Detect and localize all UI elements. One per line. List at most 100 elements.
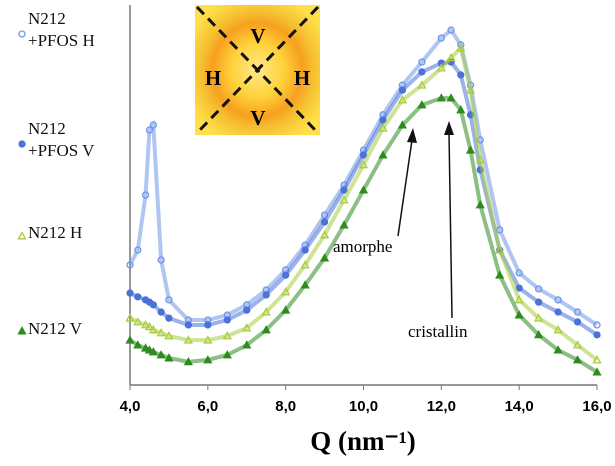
marker xyxy=(417,100,427,109)
series-line xyxy=(129,43,599,362)
marker xyxy=(397,120,408,129)
marker xyxy=(495,245,505,254)
marker xyxy=(145,126,154,134)
marker xyxy=(133,317,143,326)
marker xyxy=(534,313,544,322)
marker xyxy=(339,220,349,229)
marker xyxy=(222,350,232,359)
x-tick-label: 4,0 xyxy=(120,398,141,415)
marker xyxy=(183,356,193,366)
marker xyxy=(125,313,135,322)
inset-label: V xyxy=(250,24,265,48)
marker xyxy=(514,295,524,304)
x-tick-label: 14,0 xyxy=(505,398,534,415)
marker xyxy=(436,93,446,102)
marker xyxy=(126,261,134,269)
legend-label: N212 V xyxy=(28,319,82,338)
inset-image: V H H V xyxy=(195,5,320,135)
series-line xyxy=(128,96,599,374)
marker xyxy=(134,293,142,301)
marker xyxy=(140,320,151,329)
legend-marker xyxy=(18,30,26,38)
marker xyxy=(554,308,562,316)
marker xyxy=(573,308,582,316)
marker xyxy=(495,270,505,279)
marker xyxy=(593,331,601,339)
marker xyxy=(261,307,271,316)
marker xyxy=(553,325,563,334)
marker xyxy=(378,123,388,132)
series-line xyxy=(128,27,599,327)
marker xyxy=(534,298,543,306)
marker xyxy=(554,296,562,304)
marker xyxy=(184,321,193,329)
inset-label: V xyxy=(250,106,265,130)
legend-label: N212 +PFOS H xyxy=(28,9,95,50)
marker xyxy=(572,340,583,349)
marker xyxy=(261,325,271,334)
x-tick-label: 6,0 xyxy=(197,398,218,415)
marker xyxy=(592,355,602,364)
inset-label: H xyxy=(294,66,310,90)
annotation: cristallin xyxy=(408,322,468,341)
marker xyxy=(339,195,349,204)
x-axis-label: Q (nm⁻¹) xyxy=(310,426,416,456)
marker xyxy=(222,331,232,340)
marker xyxy=(358,160,369,169)
marker xyxy=(320,218,329,226)
marker xyxy=(446,93,456,102)
marker xyxy=(553,345,563,354)
marker xyxy=(125,335,135,344)
marker xyxy=(262,291,270,299)
marker xyxy=(149,301,158,309)
marker xyxy=(300,260,310,269)
marker xyxy=(157,256,165,264)
inset-label: H xyxy=(205,66,221,90)
marker xyxy=(572,355,583,364)
marker xyxy=(379,116,387,124)
legend-marker xyxy=(18,140,26,148)
marker xyxy=(475,155,485,164)
inset-diagonal xyxy=(195,5,320,135)
annotation-arrow xyxy=(448,132,453,319)
marker xyxy=(418,68,426,76)
marker xyxy=(126,289,134,297)
marker xyxy=(515,269,523,277)
marker xyxy=(281,287,291,296)
marker xyxy=(475,200,485,209)
marker xyxy=(436,63,446,72)
annotation-arrowhead xyxy=(444,121,454,135)
marker xyxy=(456,105,466,114)
marker xyxy=(281,305,291,314)
x-tick-label: 12,0 xyxy=(427,398,456,415)
marker xyxy=(592,367,602,376)
marker xyxy=(534,330,544,339)
marker xyxy=(203,335,213,344)
annotation-arrowhead xyxy=(407,128,417,143)
x-tick-label: 8,0 xyxy=(275,398,296,415)
legend-marker xyxy=(17,231,27,240)
marker xyxy=(144,322,155,331)
marker xyxy=(157,308,165,316)
marker xyxy=(418,58,426,66)
x-tick-label: 16,0 xyxy=(582,398,611,415)
marker xyxy=(593,321,601,329)
marker xyxy=(457,71,465,79)
marker xyxy=(149,121,158,129)
x-tick-label: 10,0 xyxy=(349,398,378,415)
marker xyxy=(242,340,252,349)
marker xyxy=(282,271,290,279)
marker xyxy=(156,350,166,359)
marker xyxy=(300,280,310,289)
marker xyxy=(203,355,213,364)
marker xyxy=(223,316,231,324)
marker xyxy=(573,318,582,326)
annotation: amorphe xyxy=(333,237,392,256)
marker xyxy=(397,95,408,104)
marker xyxy=(319,253,330,262)
marker xyxy=(534,285,543,293)
marker xyxy=(456,43,466,52)
legend-marker xyxy=(17,326,27,335)
marker xyxy=(447,26,455,34)
